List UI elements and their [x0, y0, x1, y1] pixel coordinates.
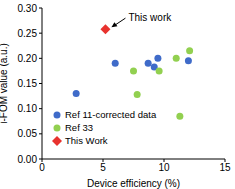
- svg-text:This work: This work: [128, 12, 172, 23]
- svg-text:0.30: 0.30: [18, 3, 38, 14]
- html-text:Ref 11-corrected data: Ref 11-corrected data: [65, 109, 157, 120]
- svg-text:0.00: 0.00: [18, 154, 38, 165]
- svg-text:0.15: 0.15: [18, 78, 38, 89]
- svg-text:Device efficiency (%): Device efficiency (%): [87, 178, 180, 189]
- svg-text:0: 0: [39, 162, 45, 173]
- svg-text:10: 10: [158, 162, 170, 173]
- svg-text:0.10: 0.10: [18, 103, 38, 114]
- svg-text:i-FOM value (a.u.): i-FOM value (a.u.): [8, 43, 9, 124]
- svg-text:5: 5: [100, 162, 106, 173]
- html-text:Ref 33: Ref 33: [65, 122, 93, 133]
- svg-text:0.25: 0.25: [18, 28, 38, 39]
- html-text:This Work: This Work: [65, 135, 108, 146]
- svg-text:0.20: 0.20: [18, 53, 38, 64]
- svg-text:0.05: 0.05: [18, 128, 38, 139]
- svg-text:15: 15: [219, 162, 227, 173]
